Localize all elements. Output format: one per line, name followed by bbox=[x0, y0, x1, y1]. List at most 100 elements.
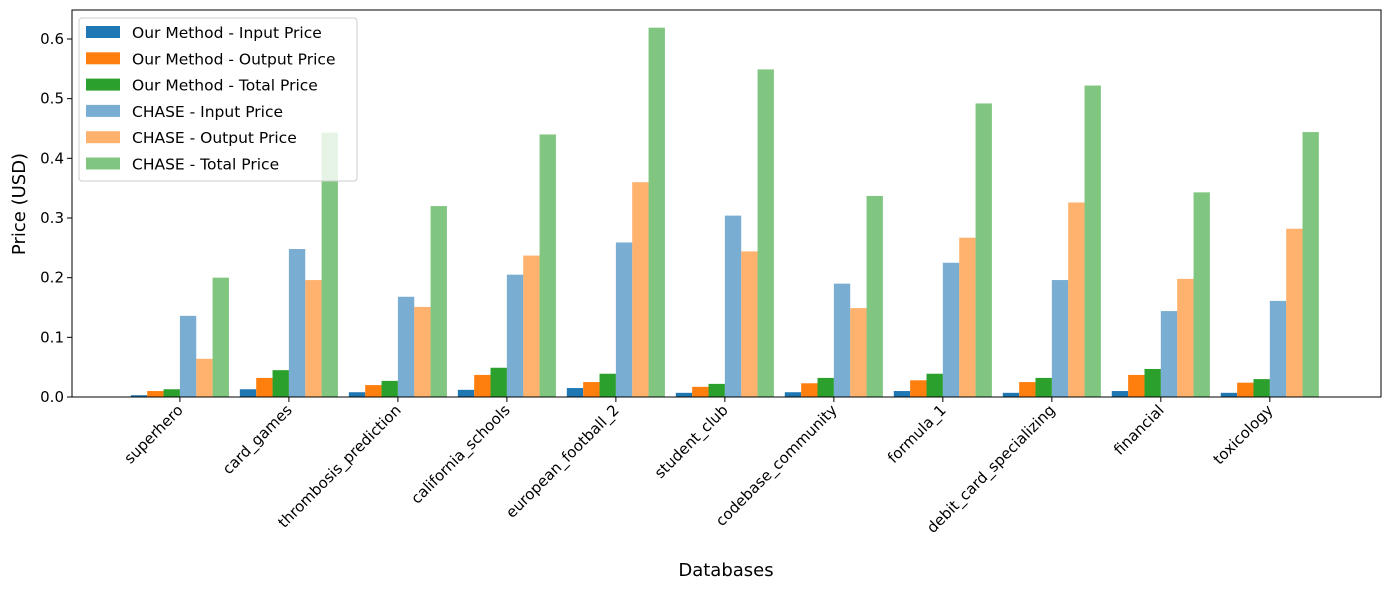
bar-thrombosis_prediction-series-2 bbox=[381, 380, 398, 397]
bar-california_schools-series-4 bbox=[523, 255, 540, 397]
legend-swatch bbox=[86, 52, 120, 65]
bar-codebase_community-series-2 bbox=[817, 377, 834, 397]
x-tick-label: superhero bbox=[120, 401, 186, 467]
bar-student_club-series-4 bbox=[741, 251, 758, 397]
x-tick-label: toxicology bbox=[1210, 401, 1277, 468]
bar-toxicology-series-5 bbox=[1302, 132, 1319, 397]
y-axis-label: Price (USD) bbox=[9, 153, 30, 255]
bar-toxicology-series-0 bbox=[1220, 392, 1238, 397]
legend-label: Our Method - Output Price bbox=[132, 50, 335, 68]
bar-california_schools-series-1 bbox=[474, 374, 491, 397]
bar-superhero-series-1 bbox=[147, 391, 164, 397]
bar-california_schools-series-5 bbox=[539, 134, 556, 397]
legend-label: Our Method - Total Price bbox=[132, 77, 318, 95]
bar-debit_card_specializing-series-3 bbox=[1051, 280, 1069, 397]
legend-swatch bbox=[86, 104, 120, 117]
y-tick-label: 0.1 bbox=[40, 328, 64, 346]
y-tick-label: 0.0 bbox=[40, 388, 64, 406]
bar-financial-series-2 bbox=[1144, 368, 1161, 397]
legend-label: CHASE - Output Price bbox=[132, 129, 297, 147]
bar-formula_1-series-3 bbox=[942, 262, 960, 397]
bar-thrombosis_prediction-series-4 bbox=[414, 306, 431, 397]
bar-formula_1-series-1 bbox=[910, 380, 927, 397]
bar-european_football_2-series-3 bbox=[615, 242, 633, 397]
bar-toxicology-series-2 bbox=[1253, 379, 1270, 397]
legend-label: Our Method - Input Price bbox=[132, 24, 322, 42]
bar-debit_card_specializing-series-1 bbox=[1019, 382, 1036, 397]
bar-european_football_2-series-0 bbox=[566, 388, 584, 397]
bar-formula_1-series-5 bbox=[975, 103, 992, 397]
bar-thrombosis_prediction-series-3 bbox=[397, 296, 415, 397]
bar-student_club-series-2 bbox=[708, 383, 725, 397]
legend-swatch bbox=[86, 131, 120, 144]
legend: Our Method - Input Price Our Method - Out… bbox=[78, 17, 358, 182]
plot-frame bbox=[71, 9, 1382, 398]
bar-codebase_community-series-5 bbox=[866, 195, 883, 397]
bar-thrombosis_prediction-series-5 bbox=[430, 206, 447, 397]
x-tick-label: student_club bbox=[651, 401, 733, 483]
y-tick-label: 0.2 bbox=[40, 269, 64, 287]
x-tick-label: thrombosis_prediction bbox=[274, 401, 405, 532]
legend-swatch bbox=[86, 157, 120, 170]
bar-card_games-series-2 bbox=[272, 370, 289, 397]
y-tick-label: 0.6 bbox=[40, 30, 64, 48]
bar-formula_1-series-2 bbox=[926, 373, 943, 397]
bar-california_schools-series-0 bbox=[457, 389, 475, 397]
bar-codebase_community-series-4 bbox=[850, 308, 867, 397]
bar-european_football_2-series-4 bbox=[632, 182, 649, 397]
bar-debit_card_specializing-series-5 bbox=[1084, 85, 1101, 397]
legend-swatch bbox=[86, 78, 120, 91]
bar-financial-series-1 bbox=[1128, 374, 1145, 397]
bar-codebase_community-series-0 bbox=[784, 392, 802, 397]
bar-card_games-series-3 bbox=[288, 249, 306, 397]
bar-student_club-series-1 bbox=[692, 386, 709, 397]
bar-thrombosis_prediction-series-0 bbox=[348, 392, 366, 397]
bar-superhero-series-5 bbox=[212, 277, 229, 397]
x-tick-label: european_football_2 bbox=[502, 401, 623, 522]
bar-debit_card_specializing-series-4 bbox=[1068, 202, 1085, 397]
bar-formula_1-series-0 bbox=[893, 391, 911, 397]
x-axis: superhero card_gamesthrombosis_prediction… bbox=[120, 397, 1277, 537]
bar-superhero-series-2 bbox=[163, 389, 180, 397]
x-tick-label: codebase_community bbox=[712, 401, 842, 531]
y-tick-label: 0.5 bbox=[40, 90, 64, 108]
x-tick-label: debit_card_specializing bbox=[923, 401, 1059, 537]
bar-card_games-series-0 bbox=[239, 389, 257, 397]
bar-toxicology-series-4 bbox=[1286, 228, 1303, 397]
bar-toxicology-series-1 bbox=[1237, 382, 1254, 397]
bar-thrombosis_prediction-series-1 bbox=[365, 385, 382, 397]
bar-financial-series-5 bbox=[1193, 192, 1210, 397]
y-tick-label: 0.4 bbox=[40, 149, 64, 167]
bar-financial-series-0 bbox=[1111, 391, 1129, 397]
y-axis: 0.0 0.1 0.2 0.3 0.4 0.5 0.6 bbox=[40, 30, 72, 406]
bar-california_schools-series-3 bbox=[506, 274, 524, 397]
bar-card_games-series-1 bbox=[256, 377, 273, 397]
bar-toxicology-series-3 bbox=[1269, 300, 1287, 397]
bar-debit_card_specializing-series-2 bbox=[1035, 377, 1052, 397]
legend-box bbox=[78, 17, 358, 182]
bar-student_club-series-5 bbox=[757, 69, 774, 398]
legend-label: CHASE - Total Price bbox=[132, 156, 279, 174]
bar-financial-series-3 bbox=[1160, 311, 1178, 397]
bar-european_football_2-series-5 bbox=[648, 27, 665, 398]
bar-superhero-series-3 bbox=[179, 315, 197, 397]
legend-label: CHASE - Input Price bbox=[132, 103, 283, 121]
bar-student_club-series-0 bbox=[675, 392, 693, 397]
bar-student_club-series-3 bbox=[724, 215, 742, 397]
bar-codebase_community-series-3 bbox=[833, 283, 851, 397]
bar-card_games-series-5 bbox=[321, 132, 338, 397]
legend-swatch bbox=[86, 26, 120, 38]
bar-european_football_2-series-2 bbox=[599, 373, 616, 397]
bar-california_schools-series-2 bbox=[490, 367, 507, 397]
y-tick-label: 0.3 bbox=[40, 209, 64, 227]
x-tick-label: california_schools bbox=[407, 401, 514, 508]
bar-financial-series-4 bbox=[1177, 278, 1194, 397]
bar-debit_card_specializing-series-0 bbox=[1002, 392, 1020, 397]
x-tick-label: formula_1 bbox=[884, 401, 950, 467]
bar-european_football_2-series-1 bbox=[583, 382, 600, 397]
bar-formula_1-series-4 bbox=[959, 237, 976, 397]
x-tick-label: card_games bbox=[219, 401, 297, 479]
bar-superhero-series-4 bbox=[196, 358, 213, 397]
bar-superhero-series-0 bbox=[130, 395, 148, 397]
